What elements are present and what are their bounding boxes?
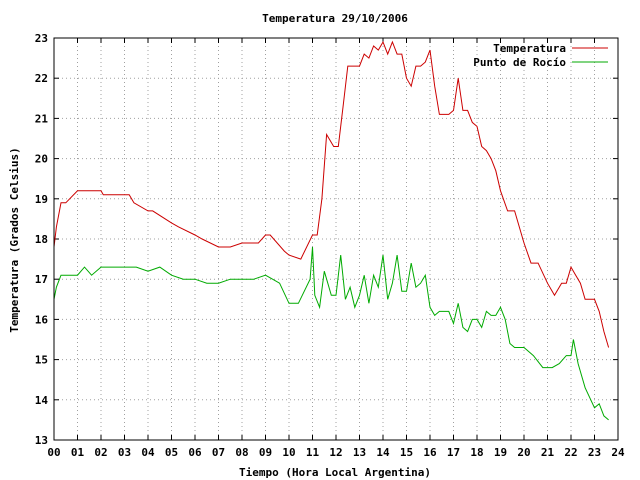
x-tick-label: 08 [235, 446, 248, 459]
x-axis-label: Tiempo (Hora Local Argentina) [239, 466, 431, 479]
plot-frame [53, 37, 619, 441]
x-tick-label: 07 [212, 446, 225, 459]
x-tick-label: 24 [611, 446, 625, 459]
y-tick-label: 21 [35, 112, 49, 125]
x-tick-label: 02 [94, 446, 107, 459]
x-tick-label: 15 [400, 446, 413, 459]
legend-label-2: Punto de Rocío [473, 56, 566, 69]
y-tick-label: 20 [35, 153, 48, 166]
x-tick-label: 13 [353, 446, 366, 459]
x-tick-label: 09 [259, 446, 272, 459]
x-tick-label: 22 [564, 446, 577, 459]
x-tick-label: 06 [188, 446, 202, 459]
chart-title: Temperatura 29/10/2006 [262, 12, 408, 25]
x-tick-label: 19 [494, 446, 507, 459]
tick-labels: 00 01 02 03 04 05 06 07 08 09 10 11 12 13 14 15 16 17 18 19… [35, 32, 625, 459]
x-tick-label: 16 [423, 446, 437, 459]
x-tick-label: 01 [71, 446, 85, 459]
y-tick-label: 15 [35, 354, 48, 367]
x-tick-label: 03 [118, 446, 131, 459]
y-tick-label: 18 [35, 233, 48, 246]
y-tick-label: 14 [35, 394, 49, 407]
x-tick-label: 05 [165, 446, 178, 459]
series-lines [53, 40, 610, 421]
grid [54, 38, 618, 440]
x-tick-label: 17 [447, 446, 460, 459]
y-tick-label: 19 [35, 193, 48, 206]
x-tick-label: 21 [541, 446, 555, 459]
x-tick-label: 00 [47, 446, 60, 459]
legend-label-1: Temperatura [493, 42, 566, 55]
y-tick-label: 22 [35, 72, 48, 85]
y-tick-label: 16 [35, 313, 49, 326]
x-tick-label: 10 [282, 446, 295, 459]
x-tick-label: 18 [470, 446, 483, 459]
x-tick-label: 04 [141, 446, 155, 459]
x-tick-label: 20 [517, 446, 530, 459]
y-tick-label: 17 [35, 273, 48, 286]
series-line-2 [53, 246, 609, 421]
y-tick-label: 23 [35, 32, 48, 45]
y-axis-label: Temperatura (Grados Celsius) [8, 147, 21, 332]
y-tick-label: 13 [35, 434, 48, 447]
x-tick-label: 14 [376, 446, 390, 459]
series-line-1 [53, 40, 610, 348]
x-tick-label: 11 [306, 446, 320, 459]
x-tick-label: 12 [329, 446, 342, 459]
x-tick-label: 23 [588, 446, 601, 459]
axis-ticks [53, 37, 619, 441]
